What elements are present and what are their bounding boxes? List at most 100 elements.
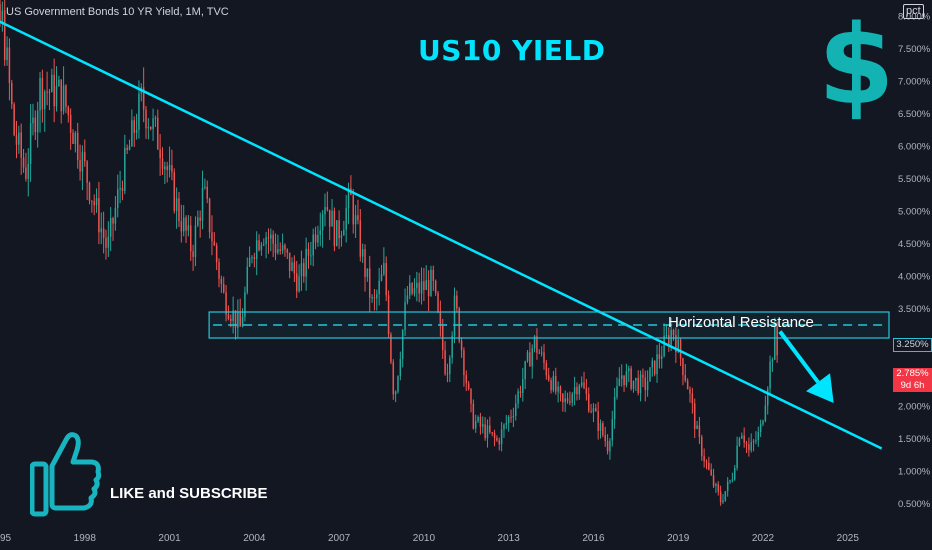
candle-body bbox=[22, 157, 25, 168]
candle-body bbox=[411, 283, 413, 294]
candle-body bbox=[102, 228, 105, 239]
thumbs-up-icon bbox=[30, 432, 102, 517]
candles-layer bbox=[0, 0, 778, 506]
candle-body bbox=[62, 85, 65, 112]
candle-body bbox=[474, 421, 477, 429]
candle-body bbox=[590, 411, 592, 413]
candle-body bbox=[507, 416, 510, 424]
candle-body bbox=[319, 230, 322, 235]
candle-body bbox=[213, 241, 216, 246]
candle-body bbox=[36, 110, 39, 133]
candle-body bbox=[559, 386, 562, 394]
candle-body bbox=[698, 425, 701, 438]
candle-body bbox=[164, 166, 166, 170]
candle-body bbox=[514, 403, 517, 416]
price-axis[interactable]: 0.500%1.000%1.500%2.000%2.500%3.000%3.50… bbox=[898, 11, 931, 510]
candle-body bbox=[658, 354, 661, 360]
candle-body bbox=[526, 352, 529, 362]
candle-body bbox=[460, 340, 463, 351]
candle-body bbox=[390, 334, 392, 363]
candle-body bbox=[260, 244, 263, 251]
candle-body bbox=[637, 378, 639, 393]
candle-body bbox=[32, 117, 34, 124]
candle-body bbox=[190, 225, 192, 252]
candle-body bbox=[611, 419, 614, 441]
descending-trendline bbox=[0, 20, 883, 450]
candle-body bbox=[251, 257, 253, 259]
candle-body bbox=[20, 132, 22, 158]
candle-body bbox=[722, 500, 724, 503]
candle-body bbox=[197, 217, 199, 226]
candle-body bbox=[46, 91, 48, 93]
candle-body bbox=[263, 244, 265, 246]
candle-body bbox=[646, 381, 649, 391]
candle-body bbox=[566, 398, 569, 402]
candle-body bbox=[771, 359, 774, 362]
candle-body bbox=[576, 387, 578, 395]
candle-body bbox=[211, 232, 213, 242]
y-tick-label: 7.500% bbox=[898, 44, 931, 55]
candle-body bbox=[451, 335, 453, 358]
candle-body bbox=[632, 380, 635, 389]
candle-body bbox=[131, 120, 133, 147]
candle-body bbox=[152, 118, 154, 130]
candle-body bbox=[149, 126, 152, 130]
candle-body bbox=[277, 249, 279, 253]
y-tick-label: 4.000% bbox=[898, 271, 931, 282]
candle-body bbox=[580, 382, 583, 386]
resistance-label: Horizontal Resistance bbox=[668, 314, 814, 331]
candle-body bbox=[105, 238, 107, 248]
y-tick-label: 3.500% bbox=[898, 304, 931, 315]
candle-body bbox=[222, 283, 225, 293]
candle-body bbox=[352, 194, 354, 225]
candle-body bbox=[404, 302, 406, 331]
candle-body bbox=[571, 394, 574, 403]
candle-body bbox=[361, 249, 364, 257]
candle-body bbox=[522, 379, 524, 393]
candle-body bbox=[479, 417, 482, 427]
candle-body bbox=[3, 10, 6, 61]
candle-body bbox=[147, 126, 150, 129]
y-tick-label: 6.500% bbox=[898, 109, 931, 120]
candle-body bbox=[333, 210, 336, 247]
candle-body bbox=[265, 237, 267, 245]
candle-body bbox=[512, 415, 515, 418]
candle-body bbox=[639, 374, 642, 393]
candle-body bbox=[135, 129, 138, 133]
candle-body bbox=[505, 423, 508, 425]
time-axis[interactable]: 1995 1998 2001 2004 2007 2010 2013 2016 2019 2022… bbox=[0, 533, 859, 544]
candle-body bbox=[712, 474, 715, 486]
candle-body bbox=[227, 314, 230, 319]
x-tick-label: 2019 bbox=[667, 533, 690, 544]
candle-body bbox=[267, 237, 270, 239]
candle-body bbox=[757, 431, 760, 441]
y-tick-label: 6.000% bbox=[898, 141, 931, 152]
candle-body bbox=[498, 440, 501, 445]
x-tick-label: 2001 bbox=[158, 533, 181, 544]
candle-body bbox=[719, 491, 722, 503]
candle-body bbox=[41, 77, 44, 110]
candle-body bbox=[182, 217, 185, 232]
candle-body bbox=[378, 280, 380, 295]
candle-body bbox=[371, 297, 373, 299]
candle-body bbox=[185, 217, 187, 231]
candle-body bbox=[168, 165, 171, 171]
candle-body bbox=[53, 74, 55, 107]
candle-body bbox=[717, 484, 720, 492]
candle-body bbox=[623, 375, 625, 385]
candle-body bbox=[397, 376, 399, 392]
x-tick-label: 2022 bbox=[752, 533, 775, 544]
candle-body bbox=[533, 336, 536, 349]
y-tick-label: 0.500% bbox=[898, 499, 931, 510]
scale-unit-label[interactable]: pct bbox=[903, 4, 924, 19]
candle-body bbox=[159, 149, 161, 159]
candle-body bbox=[312, 234, 314, 256]
candle-body bbox=[423, 281, 425, 290]
candle-body bbox=[409, 283, 411, 296]
candle-body bbox=[376, 294, 378, 299]
candle-body bbox=[138, 93, 140, 130]
candle-body bbox=[439, 311, 442, 326]
candle-body bbox=[13, 104, 15, 136]
candle-body bbox=[493, 432, 496, 439]
